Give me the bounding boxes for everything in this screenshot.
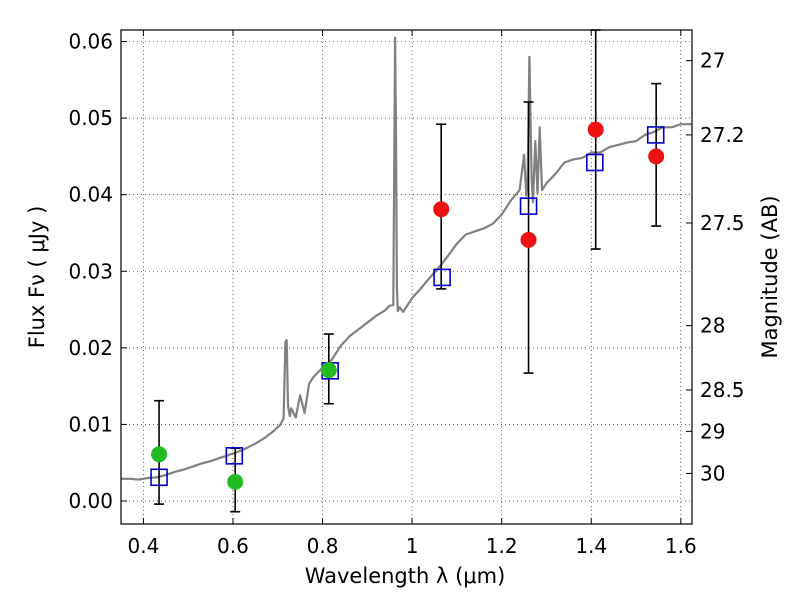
plot-frame [120, 29, 693, 525]
magnitude-tick-label: 30 [700, 461, 725, 485]
magnitude-tick-label: 28.5 [700, 378, 745, 402]
plot-series [121, 29, 692, 513]
y-axis-label: Flux Fν ( μJy ) [25, 206, 49, 349]
model-photometry-square [225, 447, 244, 465]
observed-flux-point [520, 231, 537, 248]
y-tick-label: 0.05 [68, 106, 113, 130]
y-tick-label: 0.03 [68, 259, 113, 283]
x-axis-label: Wavelength λ (μm) [305, 564, 506, 588]
y2-axis-label: Magnitude (AB) [758, 195, 782, 358]
model-photometry-square [433, 268, 451, 287]
model-photometry-square [586, 153, 604, 172]
observed-flux-point [648, 148, 665, 165]
magnitude-tick-label: 27.5 [700, 211, 745, 235]
model-photometry-square [519, 197, 538, 215]
x-tick-label: 1.4 [575, 534, 607, 558]
observed-flux-point [151, 446, 168, 463]
x-tick-label: 1 [406, 534, 419, 558]
model-photometry-square [646, 126, 665, 144]
y-tick-label: 0.02 [68, 336, 113, 360]
x-tick-label: 1.2 [486, 534, 518, 558]
y-tick-label: 0.00 [68, 489, 113, 513]
x-tick-label: 1.6 [665, 534, 697, 558]
y-tick-label: 0.06 [68, 29, 113, 53]
observed-flux-point [433, 201, 450, 218]
x-tick-label: 0.8 [307, 534, 339, 558]
x-tick-label: 0.4 [127, 534, 159, 558]
observed-flux-point [227, 473, 244, 490]
axis-ticks: 0.4 0.6 0.8 1 1.2 1.4 1.6 0.00 0.01 0.02 0.03 0.04 0… [68, 29, 744, 558]
observed-flux-point [320, 362, 337, 379]
model-photometry-square [150, 468, 168, 487]
y-tick-label: 0.04 [68, 183, 113, 207]
magnitude-tick-label: 29 [700, 419, 725, 443]
magnitude-tick-label: 27.2 [700, 123, 745, 147]
model-spectrum-line [121, 36, 692, 481]
y-tick-label: 0.01 [68, 412, 113, 436]
x-tick-label: 0.6 [217, 534, 249, 558]
magnitude-tick-label: 28 [700, 314, 725, 338]
observed-flux-point [587, 121, 604, 138]
magnitude-tick-label: 27 [700, 49, 725, 73]
